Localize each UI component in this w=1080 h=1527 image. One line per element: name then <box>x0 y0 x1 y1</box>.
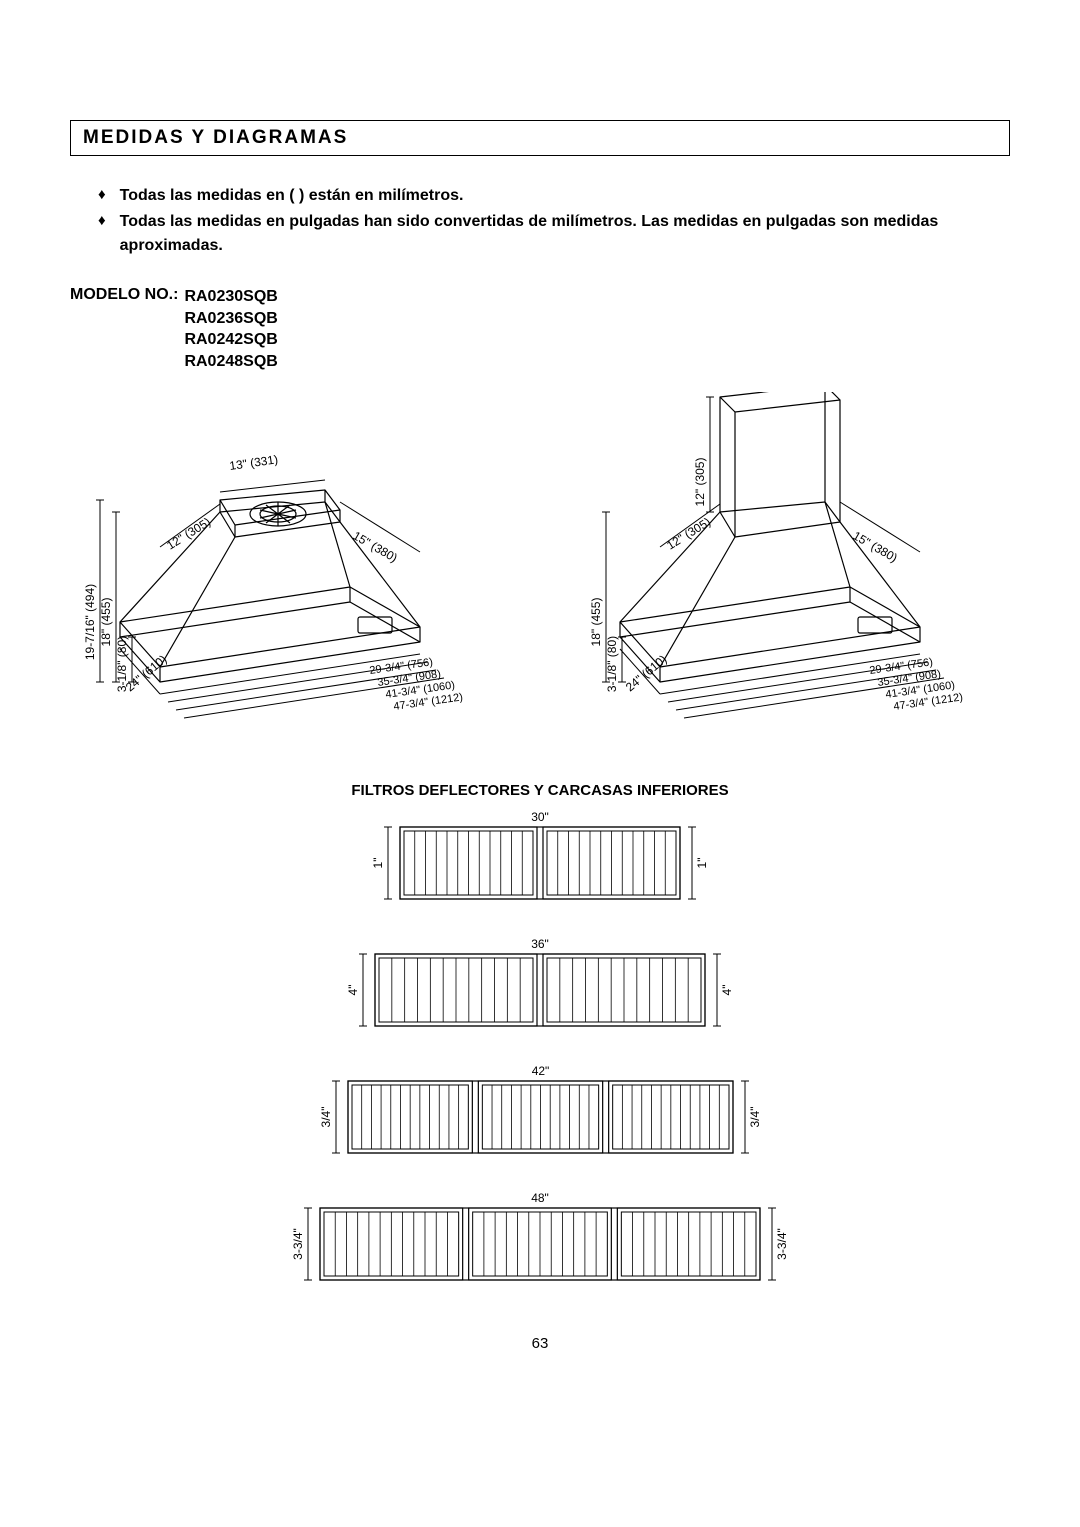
dim-24: 24" (610) <box>123 652 170 694</box>
filter-side-label-right: 4" <box>720 985 734 996</box>
filter-diagram: 36" 4" 4" <box>335 934 745 1041</box>
dim-18: 18" (455) <box>99 598 113 647</box>
model-number: RA0236SQB <box>184 308 277 330</box>
filter-side-label: 3/4" <box>319 1107 333 1128</box>
dim-18: 18" (455) <box>589 598 603 647</box>
dim-15: 15" (380) <box>851 529 900 566</box>
filter-diagram: 48" 3-3/4" 3-3/4" <box>280 1188 800 1295</box>
model-number: RA0230SQB <box>184 286 277 308</box>
dim-15: 15" (380) <box>351 529 400 566</box>
page-number: 63 <box>70 1335 1010 1352</box>
filter-diagram: 42" 3/4" 3/4" <box>308 1061 773 1168</box>
diagram-row: 13" (331) 12" (305) 15" (380) 19-7/16" (… <box>70 392 1010 752</box>
bullet-item: ♦ Todas las medidas en pulgadas han sido… <box>98 210 1010 258</box>
dim-24: 24" (610) <box>623 652 670 694</box>
filter-width-label: 42" <box>531 1064 549 1078</box>
filter-width-label: 48" <box>531 1191 549 1205</box>
section-header: MEDIDAS Y DIAGRAMAS <box>70 120 1010 156</box>
dim-3: 3-1/8" (80) <box>605 636 619 692</box>
bullet-text: Todas las medidas en ( ) están en milíme… <box>120 184 464 208</box>
filters-column: 30" 1" 1" 36" 4" 4" 42" 3/4" 3/4" 48" 3-3/4" 3-3/4" <box>70 807 1010 1295</box>
filter-side-label: 1" <box>371 858 385 869</box>
bullet-list: ♦ Todas las medidas en ( ) están en milí… <box>98 184 1010 258</box>
iso-diagram-left: 13" (331) 12" (305) 15" (380) 19-7/16" (… <box>60 392 520 752</box>
filter-diagram: 30" 1" 1" <box>360 807 720 914</box>
model-list: RA0230SQB RA0236SQB RA0242SQB RA0248SQB <box>184 286 277 372</box>
filter-side-label-right: 1" <box>695 858 709 869</box>
filter-width-label: 30" <box>531 810 549 824</box>
model-block: MODELO NO.: RA0230SQB RA0236SQB RA0242SQ… <box>70 286 1010 372</box>
dim-19: 19-7/16" (494) <box>83 584 97 660</box>
filters-title: FILTROS DEFLECTORES Y CARCASAS INFERIORE… <box>70 782 1010 799</box>
model-number: RA0248SQB <box>184 351 277 373</box>
filter-side-label-right: 3-3/4" <box>775 1229 789 1261</box>
section-title-text: MEDIDAS Y DIAGRAMAS <box>83 127 348 148</box>
iso-diagram-right: 12" (305) 12" (305) 15" (380) 18" (455) … <box>560 392 1020 752</box>
filter-width-label: 36" <box>531 937 549 951</box>
bullet-text: Todas las medidas en pulgadas han sido c… <box>120 210 1010 258</box>
model-label: MODELO NO.: <box>70 286 178 304</box>
filter-side-label: 4" <box>346 985 360 996</box>
diamond-icon: ♦ <box>98 210 106 233</box>
model-number: RA0242SQB <box>184 329 277 351</box>
bullet-item: ♦ Todas las medidas en ( ) están en milí… <box>98 184 1010 208</box>
diamond-icon: ♦ <box>98 184 106 207</box>
dim-13: 13" (331) <box>228 453 278 474</box>
filter-side-label-right: 3/4" <box>748 1107 762 1128</box>
dim-chim-12: 12" (305) <box>693 458 707 507</box>
filter-side-label: 3-3/4" <box>291 1229 305 1261</box>
